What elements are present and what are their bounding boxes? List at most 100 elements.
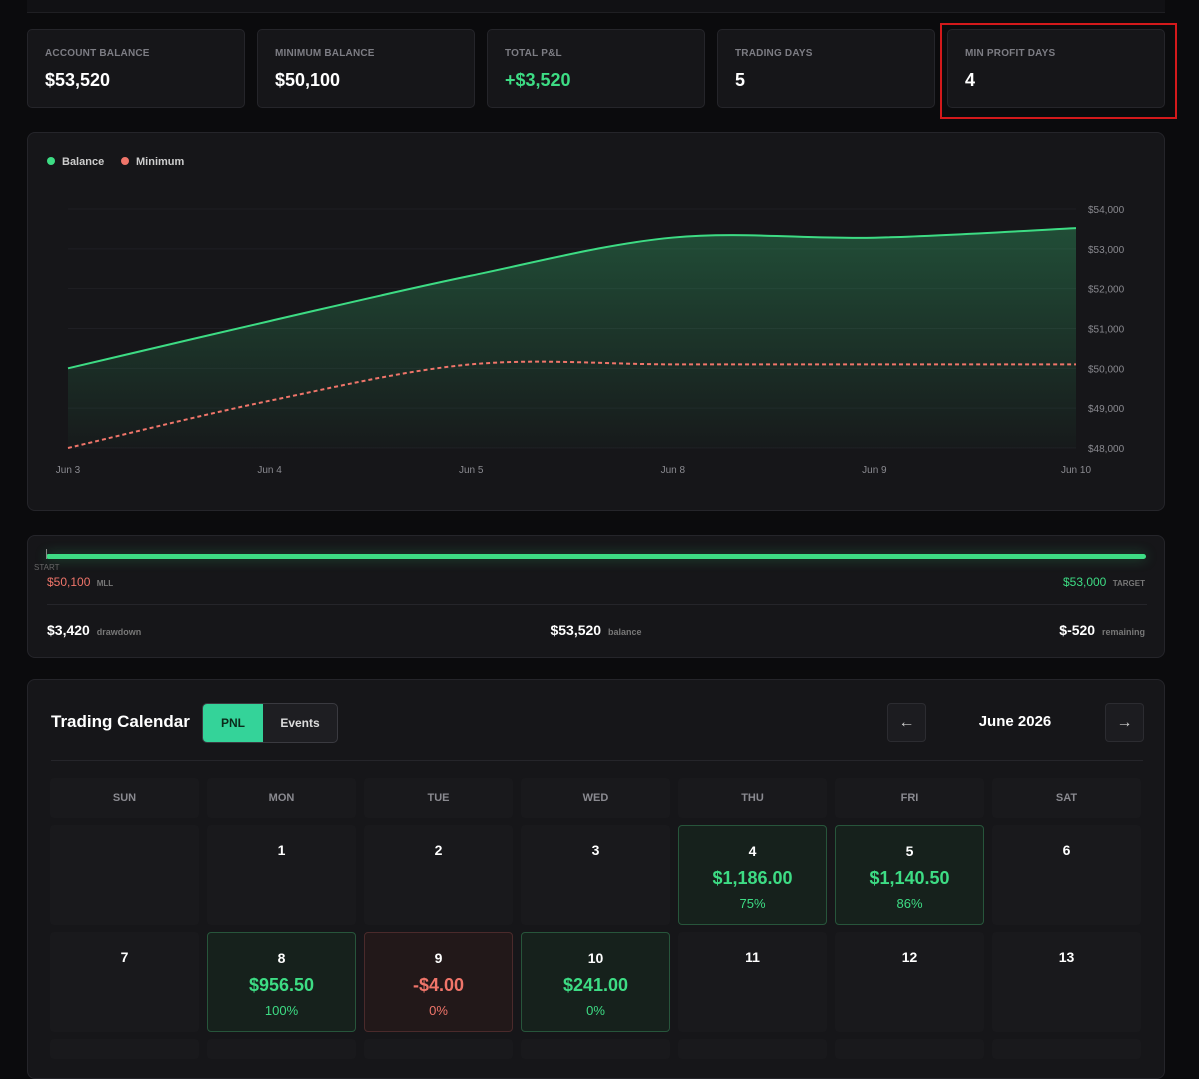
day-number: 8 — [277, 950, 286, 966]
y-tick-label: $53,000 — [1088, 245, 1125, 256]
drawdown-value: $3,420 — [47, 622, 90, 638]
month-label: June 2026 — [978, 713, 1052, 730]
day-cell[interactable]: 8 $956.50 100% — [207, 932, 356, 1032]
x-tick-label: Jun 3 — [56, 465, 81, 476]
y-tick-label: $50,000 — [1088, 364, 1125, 375]
stat-card: TRADING DAYS 5 — [717, 29, 935, 108]
day-pct: 100% — [264, 1003, 299, 1018]
target-label: TARGET — [1112, 579, 1145, 588]
day-cell[interactable]: 2 — [364, 825, 513, 925]
day-number: 6 — [1062, 842, 1071, 858]
day-cell-empty — [50, 825, 199, 925]
day-number: 5 — [905, 843, 914, 859]
day-cell[interactable]: 1 — [207, 825, 356, 925]
chart: $48,000 $49,000 $50,000 $51,000 $52,000 $53,0… — [47, 156, 1125, 476]
x-tick-label: Jun 8 — [661, 465, 686, 476]
stat-card: TOTAL P&L +$3,520 — [487, 29, 705, 108]
calendar-title: Trading Calendar — [51, 712, 190, 731]
weekday-header: THU — [678, 778, 827, 818]
divider — [51, 760, 1143, 761]
day-number: 2 — [434, 842, 443, 858]
day-cell-next-row — [678, 1039, 827, 1059]
weekday-header: WED — [521, 778, 670, 818]
stat-label: MIN PROFIT DAYS — [965, 48, 1056, 59]
y-tick-label: $49,000 — [1088, 404, 1125, 415]
weekday-header: TUE — [364, 778, 513, 818]
day-cell-next-row — [992, 1039, 1141, 1059]
mll-label: MLL — [96, 579, 114, 588]
day-cell[interactable]: 9 -$4.00 0% — [364, 932, 513, 1032]
day-cell-next-row — [207, 1039, 356, 1059]
day-number: 1 — [277, 842, 286, 858]
stat-label: ACCOUNT BALANCE — [45, 48, 150, 59]
next-button[interactable]: → — [1105, 703, 1144, 742]
stat-value: $53,520 — [45, 70, 111, 90]
balance-value: $53,520 — [550, 622, 602, 638]
day-cell-next-row — [835, 1039, 984, 1059]
day-cell[interactable]: 3 — [521, 825, 670, 925]
day-number: 10 — [587, 950, 604, 966]
progress-card: START $50,100 MLL $53,000 TARGET $3,420 … — [27, 535, 1165, 658]
x-tick-label: Jun 4 — [257, 465, 282, 476]
day-number: 3 — [591, 842, 600, 858]
line — [67, 360, 1076, 449]
y-tick-label: $48,000 — [1088, 444, 1125, 455]
day-cell-next-row — [50, 1039, 199, 1059]
y-tick-label: $54,000 — [1088, 205, 1125, 216]
tab-group: PNL Events — [202, 703, 338, 743]
drawdown: $3,420 drawdown — [47, 622, 141, 638]
prev-button[interactable]: ← — [887, 703, 926, 742]
day-number: 13 — [1058, 949, 1075, 965]
drawdown-label: drawdown — [96, 627, 142, 637]
weekday-header: SAT — [992, 778, 1141, 818]
day-pnl: $1,186.00 — [712, 868, 793, 888]
area — [68, 228, 1076, 448]
tab-events[interactable]: Events — [280, 716, 320, 730]
start-label: START — [34, 563, 60, 572]
day-cell[interactable]: 13 — [992, 932, 1141, 1032]
mll: $50,100 MLL — [47, 575, 113, 589]
day-number: 7 — [120, 949, 129, 965]
tab-pnl[interactable]: PNL — [203, 704, 263, 742]
day-cell[interactable]: 12 — [835, 932, 984, 1032]
day-cell[interactable]: 4 $1,186.00 75% — [678, 825, 827, 925]
stat-label: TRADING DAYS — [735, 48, 813, 59]
day-cell[interactable]: 5 $1,140.50 86% — [835, 825, 984, 925]
progress-bar — [46, 554, 1146, 559]
day-cell-next-row — [364, 1039, 513, 1059]
line — [67, 227, 1077, 370]
day-cell[interactable]: 10 $241.00 0% — [521, 932, 670, 1032]
stat-card: MINIMUM BALANCE $50,100 — [257, 29, 475, 108]
remaining-label: remaining — [1101, 627, 1145, 637]
legend-dot — [121, 157, 129, 165]
day-pnl: -$4.00 — [412, 975, 465, 995]
stat-card: MIN PROFIT DAYS 4 — [947, 29, 1165, 108]
remaining-value: $-520 — [1059, 622, 1096, 638]
day-pct: 86% — [896, 896, 923, 911]
stat-card: ACCOUNT BALANCE $53,520 — [27, 29, 245, 108]
day-number: 4 — [748, 843, 757, 859]
day-pct: 0% — [586, 1003, 605, 1018]
x-tick-label: Jun 9 — [862, 465, 887, 476]
start-tick — [46, 549, 47, 559]
day-pnl: $1,140.50 — [869, 868, 950, 888]
page: ACCOUNT BALANCE $53,520 MINIMUM BALANCE $50… — [27, 0, 1177, 1079]
top-strip — [27, 0, 1165, 13]
day-number: 12 — [901, 949, 918, 965]
chart-card: $48,000 $49,000 $50,000 $51,000 $52,000 $53,0… — [27, 132, 1165, 511]
day-cell[interactable]: 6 — [992, 825, 1141, 925]
day-pnl: $956.50 — [248, 975, 315, 995]
day-pnl: $241.00 — [562, 975, 629, 995]
legend-dot — [47, 157, 55, 165]
day-number: 9 — [434, 950, 443, 966]
stat-value: 5 — [735, 70, 746, 90]
day-cell[interactable]: 7 — [50, 932, 199, 1032]
legend-label: Minimum — [136, 156, 184, 168]
stat-value: 4 — [965, 70, 976, 90]
stat-label: TOTAL P&L — [505, 48, 562, 59]
legend-label: Balance — [62, 156, 104, 168]
target: $53,000 TARGET — [1063, 575, 1145, 589]
day-pct: 0% — [429, 1003, 448, 1018]
target-value: $53,000 — [1062, 575, 1107, 589]
day-cell[interactable]: 11 — [678, 932, 827, 1032]
